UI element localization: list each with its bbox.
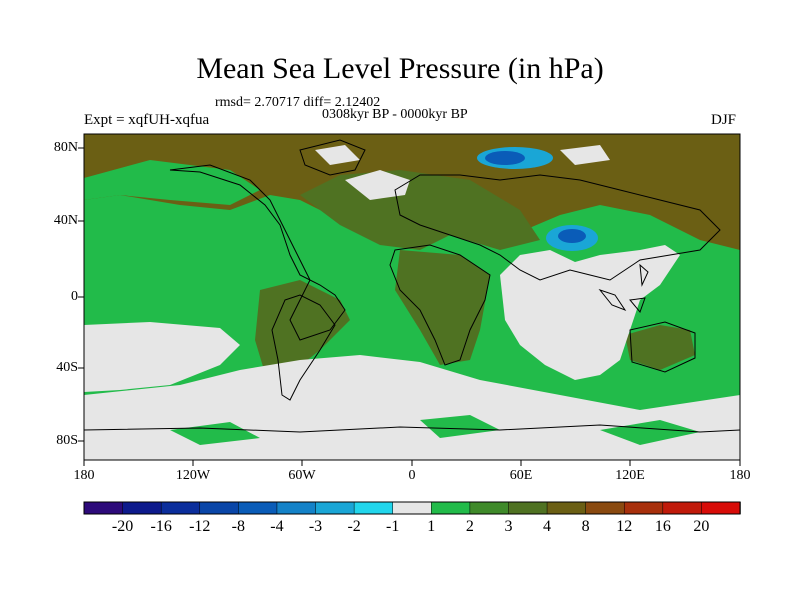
coastlines bbox=[84, 139, 740, 433]
lat-label-0: 0 bbox=[71, 289, 78, 304]
colorbar-label: -2 bbox=[347, 518, 361, 535]
field-arctic-grey bbox=[315, 145, 610, 200]
colorbar-label: 20 bbox=[693, 518, 710, 535]
field-antarctic-green bbox=[84, 440, 740, 460]
colorbar-swatch bbox=[585, 501, 625, 515]
lon-label-120e: 120E bbox=[615, 468, 645, 483]
colorbar-swatch bbox=[276, 501, 317, 515]
colorbar-label: 12 bbox=[616, 518, 633, 535]
field-south-pacific-grey bbox=[84, 322, 240, 392]
field-north-pacific-green bbox=[84, 160, 260, 205]
field-africa-dark bbox=[395, 250, 490, 365]
rmsd-diff-stats: rmsd= 2.70717 diff= 2.12402 bbox=[215, 95, 381, 110]
lat-label-80s: 80S bbox=[56, 433, 78, 448]
colorbar-swatch bbox=[122, 501, 162, 515]
colorbar-swatch bbox=[431, 501, 471, 515]
colorbar-label: 3 bbox=[504, 518, 513, 535]
colorbar-label: -16 bbox=[150, 518, 172, 535]
experiment-label: Expt = xqfUH-xqfua bbox=[84, 112, 210, 128]
colorbar-swatch bbox=[160, 501, 201, 515]
lat-label-80n: 80N bbox=[53, 140, 78, 155]
field-antarctic-patches bbox=[170, 415, 700, 445]
colorbar-label: -4 bbox=[270, 518, 284, 535]
field-southern-ocean-grey bbox=[84, 355, 740, 440]
lon-label-60e: 60E bbox=[509, 468, 533, 483]
season-label: DJF bbox=[711, 112, 737, 128]
colorbar-swatch bbox=[623, 501, 664, 515]
colorbar-swatch bbox=[508, 501, 548, 515]
colorbar-swatch bbox=[392, 501, 433, 515]
lon-label-60w: 60W bbox=[288, 468, 316, 483]
colorbar bbox=[83, 501, 741, 515]
lon-label-180e: 180 bbox=[729, 468, 751, 483]
time-period-label: 0308kyr BP - 0000kyr BP bbox=[322, 107, 468, 122]
colorbar-label: -20 bbox=[111, 518, 134, 535]
colorbar-label: -1 bbox=[386, 518, 400, 535]
colorbar-label: -12 bbox=[189, 518, 211, 535]
axis-ticks bbox=[78, 147, 741, 466]
lon-label-0: 0 bbox=[408, 468, 416, 483]
colorbar-label: 4 bbox=[543, 518, 552, 535]
colorbar-swatch bbox=[83, 501, 124, 515]
colorbar-swatch bbox=[662, 501, 703, 515]
colorbar-label: 8 bbox=[581, 518, 590, 535]
lat-label-40n: 40N bbox=[53, 213, 78, 228]
lat-label-40s: 40S bbox=[56, 360, 78, 375]
colorbar-frame bbox=[83, 501, 741, 515]
colorbar-label: 16 bbox=[654, 518, 671, 535]
colorbar-swatch bbox=[238, 501, 278, 515]
colorbar-swatch bbox=[353, 501, 394, 515]
colorbar-swatch bbox=[315, 501, 355, 515]
colorbar-swatch bbox=[546, 501, 587, 515]
field-tibet-low-core bbox=[558, 229, 586, 243]
colorbar-swatch bbox=[701, 501, 741, 515]
colorbar-label: 1 bbox=[427, 518, 436, 535]
colorbar-swatch bbox=[199, 501, 240, 515]
colorbar-label: -3 bbox=[308, 518, 323, 535]
colorbar-label: 2 bbox=[465, 518, 474, 535]
lon-label-180w: 180 bbox=[73, 468, 95, 483]
map-title: Mean Sea Level Pressure (in hPa) bbox=[196, 52, 604, 85]
colorbar-label: -8 bbox=[231, 518, 245, 535]
field-australia-dark bbox=[625, 325, 695, 370]
field-siberia-low-core bbox=[485, 151, 525, 165]
colorbar-swatch bbox=[469, 501, 510, 515]
lon-label-120w: 120W bbox=[175, 468, 211, 483]
pressure-field bbox=[84, 134, 740, 460]
